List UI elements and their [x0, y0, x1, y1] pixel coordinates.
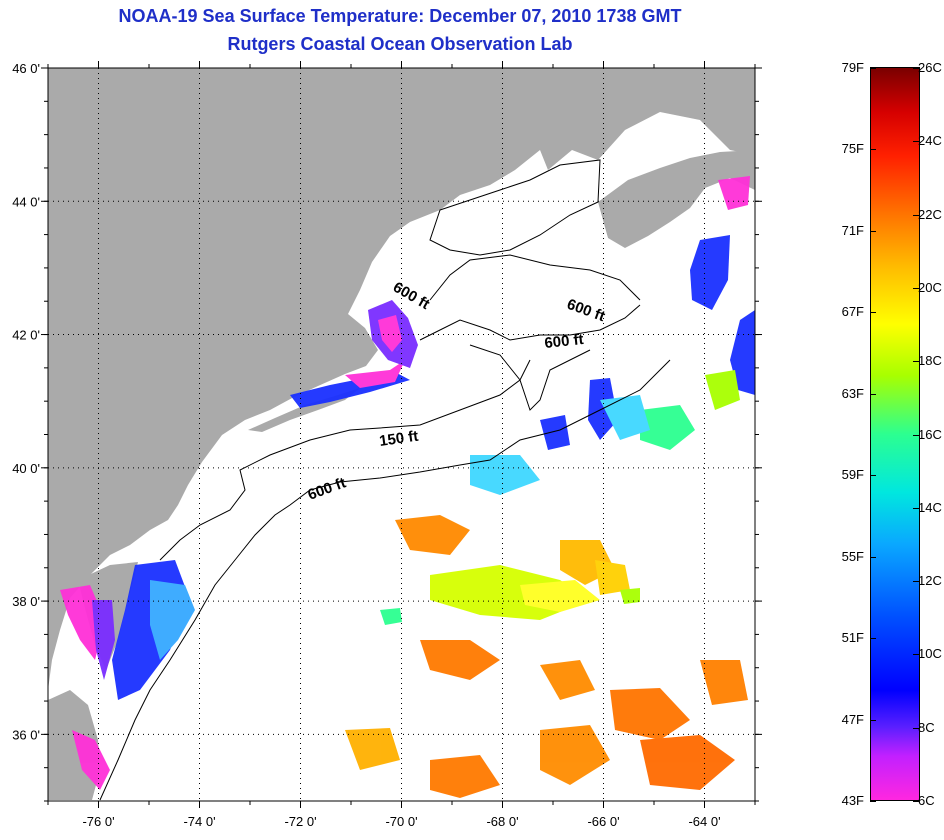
colorbar-c-label: 20C	[918, 279, 942, 295]
temperature-colorbar	[870, 67, 920, 801]
contour-label: 150 ft	[378, 428, 419, 450]
colorbar-c-label: 22C	[918, 206, 942, 222]
contour-600ft-north	[429, 254, 641, 301]
lon-tick-label: -64 0'	[688, 814, 720, 829]
lat-tick-label: 36 0'	[12, 727, 40, 742]
colorbar-f-label: 63F	[841, 385, 864, 401]
colorbar-f-label: 43F	[841, 793, 864, 808]
lon-tick-label: -72 0'	[284, 814, 316, 829]
colorbar-f-tick	[870, 68, 876, 69]
colorbar-f-label: 59F	[841, 467, 864, 483]
map-title: NOAA-19 Sea Surface Temperature: Decembe…	[118, 6, 682, 26]
sst-map: 600 ft 600 ft 600 ft 150 ft 600 ft -76 0…	[12, 61, 762, 829]
map-frame	[47, 67, 756, 802]
colorbar-f-label: 79F	[841, 60, 864, 75]
colorbar-c-tick	[913, 507, 919, 509]
contour-600ft-inner	[469, 344, 591, 411]
colorbar-f-tick	[870, 556, 876, 558]
colorbar-c-label: 18C	[918, 353, 942, 369]
colorbar-c-tick	[913, 214, 919, 216]
map-subtitle: Rutgers Coastal Ocean Observation Lab	[227, 34, 573, 54]
colorbar-f-tick	[870, 393, 876, 395]
lon-tick-label: -76 0'	[82, 814, 114, 829]
contour-label: 600 ft	[565, 296, 608, 325]
colorbar-c-label: 8C	[918, 719, 935, 735]
colorbar-f-label: 51F	[841, 630, 864, 646]
graticule	[48, 68, 755, 801]
colorbar-f-label: 47F	[841, 711, 864, 727]
colorbar-c-label: 26C	[918, 60, 942, 75]
colorbar-f-label: 75F	[841, 141, 864, 157]
colorbar-c-label: 24C	[918, 133, 942, 149]
colorbar-f-tick	[870, 719, 876, 721]
depth-contours	[99, 159, 671, 801]
lon-tick-label: -66 0'	[587, 814, 619, 829]
contour-150ft	[159, 359, 531, 561]
contour-600ft-gulf	[419, 304, 641, 341]
colorbar-c-tick	[913, 801, 919, 802]
land-mainland	[48, 68, 755, 690]
colorbar-c-label: 6C	[918, 793, 935, 808]
lon-tick-label: -70 0'	[385, 814, 417, 829]
contour-label: 600 ft	[544, 331, 585, 352]
colorbar-c-tick	[913, 727, 919, 729]
colorbar-f-label: 67F	[841, 304, 864, 320]
land-nova-scotia	[598, 150, 755, 248]
colorbar-c-tick	[913, 581, 919, 583]
contour-label: 600 ft	[306, 474, 349, 503]
sst-patches	[60, 176, 755, 798]
colorbar-f-tick	[870, 475, 876, 477]
colorbar-f-label: 55F	[841, 548, 864, 564]
colorbar-c-tick	[913, 141, 919, 143]
contour-600ft-coastal	[99, 359, 671, 801]
lat-tick-label: 42 0'	[12, 328, 40, 343]
colorbar-f-tick	[870, 149, 876, 151]
colorbar-f-tick	[870, 638, 876, 640]
lon-tick-label: -74 0'	[183, 814, 215, 829]
colorbar-c-tick	[913, 361, 919, 363]
colorbar-c-label: 16C	[918, 426, 942, 442]
colorbar-c-label: 10C	[918, 646, 942, 662]
lat-tick-label: 38 0'	[12, 594, 40, 609]
lon-tick-label: -68 0'	[486, 814, 518, 829]
colorbar-c-label: 14C	[918, 499, 942, 515]
colorbar-c-tick	[913, 68, 919, 69]
lat-tick-label: 40 0'	[12, 461, 40, 476]
colorbar-c-tick	[913, 654, 919, 656]
contour-coastline-gulf	[429, 159, 601, 256]
colorbar-f-label: 71F	[841, 222, 864, 238]
colorbar-c-label: 12C	[918, 573, 942, 589]
colorbar-f-tick	[870, 230, 876, 232]
lat-tick-label: 46 0'	[12, 61, 40, 76]
colorbar-c-tick	[913, 434, 919, 436]
colorbar-f-tick	[870, 312, 876, 314]
colorbar-f-tick	[870, 801, 876, 802]
colorbar-c-tick	[913, 287, 919, 289]
map-axes: -76 0' -74 0' -72 0' -70 0' -68 0' -66 0' -64 …	[12, 61, 762, 829]
lat-tick-label: 44 0'	[12, 194, 40, 209]
